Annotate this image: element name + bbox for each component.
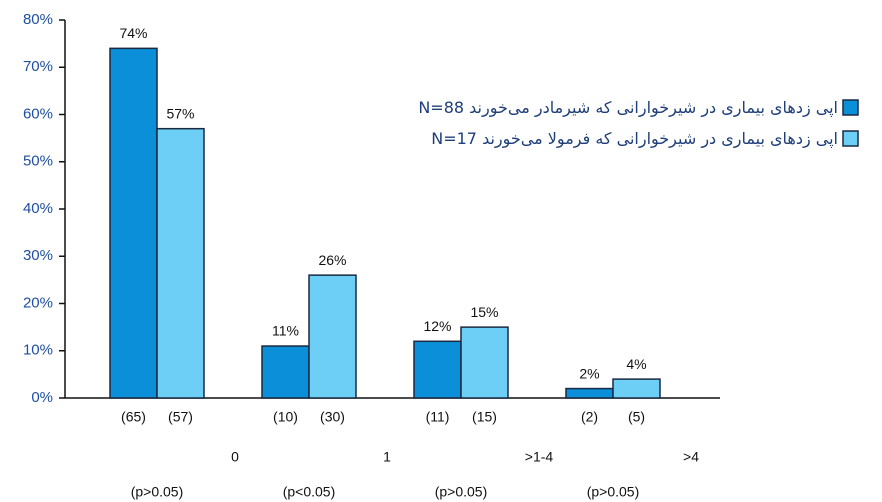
y-tick-label: 40% — [23, 200, 53, 217]
p-label: (p>0.05) — [435, 484, 488, 500]
legend-label: اپی زدهای بیماری در شیرخوارانی که فرمولا… — [431, 129, 838, 148]
bar — [308, 274, 357, 399]
y-tick-label: 30% — [23, 247, 53, 264]
p-label: (p>0.05) — [587, 484, 640, 500]
bar — [612, 378, 661, 399]
value-label: 11% — [272, 323, 299, 339]
n-label: (57) — [168, 409, 193, 425]
value-label: 74% — [119, 25, 147, 41]
n-label: (5) — [628, 409, 645, 425]
p-label: (p>0.05) — [131, 484, 184, 500]
n-label: (10) — [273, 409, 298, 425]
bar — [261, 345, 310, 399]
y-tick-label: 70% — [23, 58, 53, 75]
legend-label: اپی زدهای بیماری در شیرخوارانی که شیرماد… — [418, 98, 838, 117]
value-label: 4% — [626, 356, 646, 372]
y-tick-label: 0% — [31, 389, 53, 406]
n-label: (15) — [472, 409, 497, 425]
legend-swatch — [842, 130, 859, 147]
value-label: 57% — [166, 105, 194, 121]
legend-swatch — [842, 99, 859, 116]
y-tick-label: 20% — [23, 294, 53, 311]
x-tick-label: >1-4 — [525, 449, 554, 465]
x-tick-label: 0 — [231, 449, 239, 465]
n-label: (30) — [320, 409, 345, 425]
bar — [460, 326, 509, 399]
y-tick-label: 80% — [23, 11, 53, 28]
bar — [156, 127, 205, 399]
y-tick-label: 50% — [23, 153, 53, 170]
x-tick-label: 1 — [383, 449, 391, 465]
bar — [109, 47, 158, 399]
value-label: 12% — [423, 318, 451, 334]
y-tick-label: 10% — [23, 342, 53, 359]
n-label: (11) — [426, 409, 450, 425]
y-tick-label: 60% — [23, 105, 53, 122]
value-label: 15% — [470, 304, 498, 320]
x-tick-label: >4 — [683, 449, 699, 465]
n-label: (2) — [581, 409, 598, 425]
bar — [413, 340, 462, 399]
value-label: 26% — [318, 252, 346, 268]
n-label: (65) — [121, 409, 146, 425]
p-label: (p<0.05) — [283, 484, 336, 500]
bar — [565, 387, 614, 399]
value-label: 2% — [579, 365, 599, 381]
